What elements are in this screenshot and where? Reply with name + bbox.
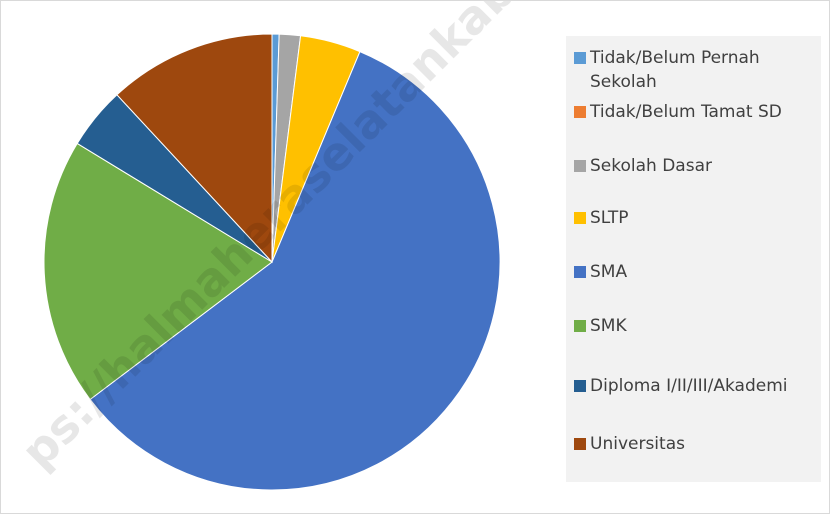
legend-item: Universitas <box>574 432 814 456</box>
legend-item: Sekolah Dasar <box>574 154 814 178</box>
legend-label: Diploma I/II/III/Akademi <box>590 376 788 396</box>
pie-slice <box>89 50 501 491</box>
legend-swatch <box>574 160 586 172</box>
legend: Tidak/Belum Pernah Sekolah Tidak/Belum Ta… <box>566 36 821 482</box>
legend-label: Tidak/Belum Pernah Sekolah <box>590 48 760 92</box>
legend-item: SLTP <box>574 206 814 230</box>
legend-label: Sekolah Dasar <box>590 156 712 176</box>
legend-label: SLTP <box>590 208 629 228</box>
legend-swatch <box>574 320 586 332</box>
legend-label: Tidak/Belum Tamat SD <box>590 102 782 122</box>
legend-swatch <box>574 106 586 118</box>
legend-item: Diploma I/II/III/Akademi <box>574 374 814 398</box>
legend-label: Universitas <box>590 434 685 454</box>
legend-item: SMK <box>574 314 814 338</box>
legend-item: SMA <box>574 260 814 284</box>
legend-label: SMA <box>590 262 628 282</box>
legend-item: Tidak/Belum Pernah Sekolah <box>574 46 814 94</box>
legend-label: SMK <box>590 316 627 336</box>
legend-item: Tidak/Belum Tamat SD <box>574 100 814 124</box>
pie-slice <box>43 142 273 401</box>
legend-swatch <box>574 438 586 450</box>
legend-swatch <box>574 266 586 278</box>
legend-swatch <box>574 212 586 224</box>
legend-swatch <box>574 380 586 392</box>
pie-slice <box>116 33 273 264</box>
legend-swatch <box>574 52 586 64</box>
